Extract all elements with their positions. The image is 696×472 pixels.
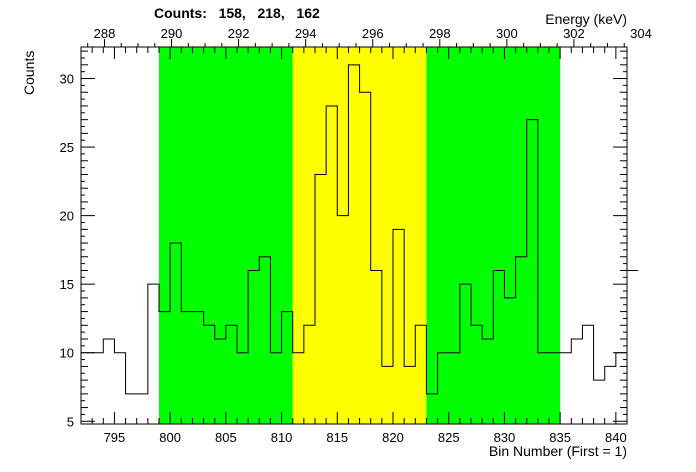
counts-axis: 5 10 15 20 25 30 bbox=[60, 50, 627, 429]
x-tick-label: 840 bbox=[605, 430, 627, 445]
energy-tick-label: 300 bbox=[496, 26, 518, 41]
region-band-0 bbox=[159, 47, 293, 424]
bin-axis: 795 800 805 810 815 820 825 830 835 840 bbox=[80, 47, 628, 445]
y-tick-label: 25 bbox=[60, 140, 74, 155]
energy-tick-label: 298 bbox=[429, 26, 451, 41]
y-tick-label: 15 bbox=[60, 277, 74, 292]
x-tick-label: 810 bbox=[271, 430, 293, 445]
energy-tick-label: 302 bbox=[563, 26, 585, 41]
x-tick-label: 815 bbox=[326, 430, 348, 445]
energy-tick-label: 292 bbox=[228, 26, 250, 41]
energy-tick-label: 294 bbox=[295, 26, 317, 41]
counts-label: Counts: bbox=[154, 5, 207, 21]
x-tick-label: 805 bbox=[215, 430, 237, 445]
y-tick-label: 10 bbox=[60, 346, 74, 361]
region-bands bbox=[159, 47, 561, 424]
region-band-1 bbox=[292, 47, 427, 424]
energy-tick-label: 296 bbox=[362, 26, 384, 41]
x-tick-label: 795 bbox=[104, 430, 126, 445]
y-tick-label: 5 bbox=[67, 414, 74, 429]
y-tick-label: 20 bbox=[60, 209, 74, 224]
count-value-peak: 218 bbox=[257, 5, 281, 21]
count-value-left: 158 bbox=[218, 5, 242, 21]
x-tick-label: 835 bbox=[549, 430, 571, 445]
region-band-2 bbox=[426, 47, 561, 424]
x-axis-title: Bin Number (First = 1) bbox=[489, 443, 627, 459]
histogram-line bbox=[81, 64, 639, 395]
y-tick-label: 30 bbox=[60, 72, 74, 87]
energy-axis-title: Energy (keV) bbox=[545, 11, 627, 27]
x-tick-label: 820 bbox=[382, 430, 404, 445]
counts-readout: Counts: 158, 218, 162 bbox=[154, 5, 320, 21]
energy-tick-label: 288 bbox=[94, 26, 116, 41]
energy-tick-label: 304 bbox=[630, 26, 652, 41]
y-axis-title: Counts bbox=[21, 51, 37, 95]
x-tick-label: 800 bbox=[159, 430, 181, 445]
count-value-right: 162 bbox=[296, 5, 320, 21]
energy-axis: 288 290 292 294 296 298 300 302 304 bbox=[87, 26, 652, 47]
x-tick-label: 825 bbox=[438, 430, 460, 445]
x-tick-label: 830 bbox=[494, 430, 516, 445]
energy-tick-label: 290 bbox=[161, 26, 183, 41]
plot-frame bbox=[80, 46, 628, 425]
